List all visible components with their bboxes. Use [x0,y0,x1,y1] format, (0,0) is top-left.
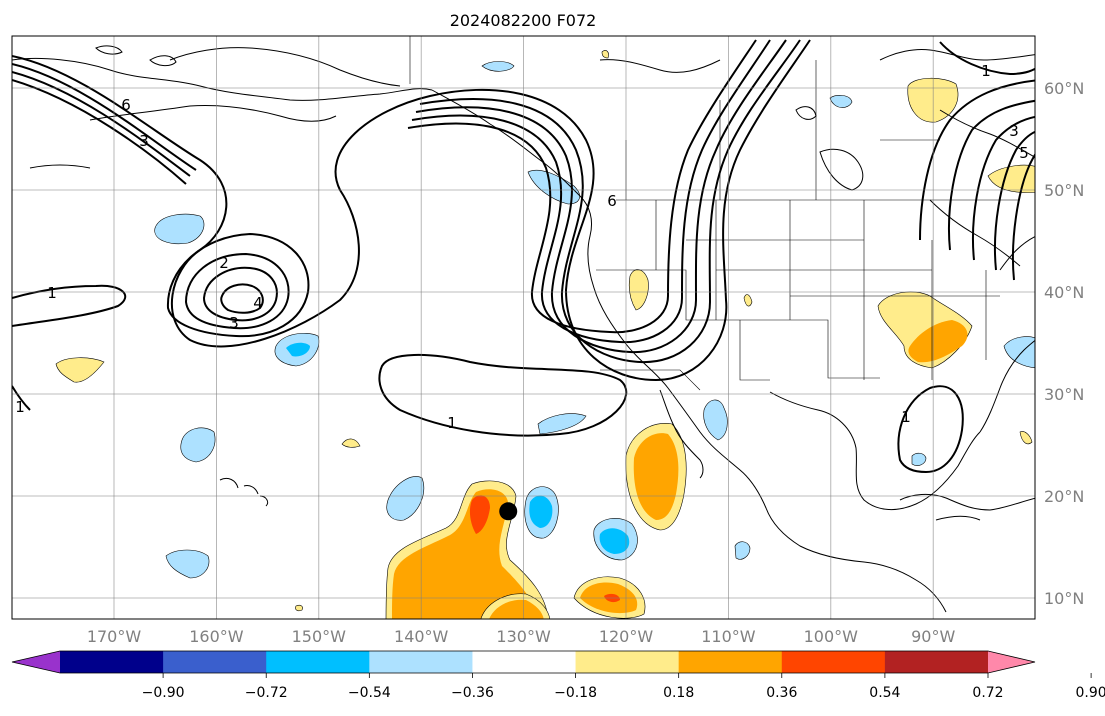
colorbar-segment [781,651,886,673]
lon-label: 100°W [804,627,859,646]
colorbar-tick-label: −0.18 [554,685,597,701]
pos-anomaly [55,357,105,383]
lat-label: 30°N [1044,385,1084,404]
lon-label: 170°W [87,627,142,646]
contour-label: 2 [219,254,229,272]
neg-anomaly [703,399,728,441]
pos-anomaly [392,489,538,619]
colorbar-segment [678,651,783,673]
lat-label: 40°N [1044,283,1084,302]
neg-anomaly [599,528,630,554]
pos-anomaly [633,433,679,520]
neg-anomaly [286,342,310,357]
contour-labels: 1 1 1 1 2 3 4 3 6 6 1 5 3 [15,62,1029,432]
coastlines [12,45,1035,613]
neg-anomaly [911,452,927,466]
colorbar-segment [575,651,680,673]
contour-label: 6 [121,96,131,114]
neg-anomaly [180,427,216,463]
colorbar-segment [163,651,267,673]
pos-anomaly [601,50,609,59]
colorbar-tick-label: −0.54 [348,685,391,701]
colorbar-tick-label: 0.72 [972,685,1003,701]
contour-label: 6 [607,192,617,210]
borders [409,36,1020,391]
colorbar-tick-label: 0.18 [663,685,694,701]
neg-anomaly [1003,336,1035,369]
neg-anomaly [481,61,515,72]
lat-label: 60°N [1044,79,1084,98]
map-panel: 1 1 1 1 2 3 4 3 6 6 1 5 3 [12,36,1035,619]
map-title: 2024082200 F072 [450,11,597,30]
neg-anomaly [537,413,587,435]
contour-label: 3 [1009,122,1019,140]
colorbar-tick-label: 0.54 [869,685,900,701]
latitude-labels: 10°N 20°N 30°N 40°N 50°N 60°N [1044,79,1084,608]
lon-label: 160°W [189,627,244,646]
lon-label: 140°W [394,627,449,646]
pos-anomaly [469,495,490,534]
colorbar-tick-label: 0.90 [1076,685,1105,701]
contour-label: 1 [447,414,457,432]
contour-label: 1 [47,284,57,302]
longitude-labels: 170°W 160°W 150°W 140°W 130°W 120°W 110°… [87,627,956,646]
contour-label: 1 [15,398,25,416]
storm-center-marker [499,502,518,521]
neg-anomaly [527,169,580,205]
contour-label: 1 [901,408,911,426]
lon-label: 130°W [496,627,551,646]
map-frame [11,35,1036,620]
contour-label: 5 [1019,144,1029,162]
contour-label: 3 [229,314,239,332]
contour-label: 4 [253,294,263,312]
colorbar-tick-label: 0.36 [766,685,797,701]
colorbar-tick-label: −0.36 [451,685,494,701]
lon-label: 150°W [292,627,347,646]
pos-anomaly [908,320,968,363]
pos-anomaly [1019,431,1033,445]
colorbar-segment [884,651,989,673]
pos-anomaly [341,438,361,448]
contour-label: 3 [139,132,149,150]
contour-lines [12,39,1035,474]
colorbar-tick-labels: −0.90 −0.72 −0.54 −0.36 −0.18 0.18 0.36 … [142,685,1105,701]
neg-anomaly [734,541,751,560]
colorbar-segment [60,651,164,673]
pos-anomaly [743,294,753,307]
colorbar-tick-label: −0.72 [245,685,288,701]
lat-label: 50°N [1044,181,1084,200]
lon-label: 120°W [599,627,654,646]
gridlines [12,36,1035,619]
neg-anomaly [529,495,553,528]
lon-label: 90°W [911,627,955,646]
lon-label: 110°W [701,627,756,646]
colorbar-extend-high [988,651,1035,673]
neg-anomaly [829,95,853,108]
colorbar-tick-label: −0.90 [142,685,185,701]
colorbar [11,650,1092,678]
lat-label: 20°N [1044,487,1084,506]
colorbar-segment [266,651,370,673]
colorbar-segment [369,651,473,673]
contour-label: 1 [981,62,991,80]
neg-anomaly [165,549,210,579]
pos-anomaly [489,599,544,619]
neg-anomaly [154,213,205,245]
colorbar-extend-low [12,651,60,673]
neg-anomaly [386,476,424,521]
pos-anomaly [295,604,303,612]
lat-label: 10°N [1044,589,1084,608]
colorbar-segment [472,651,577,673]
